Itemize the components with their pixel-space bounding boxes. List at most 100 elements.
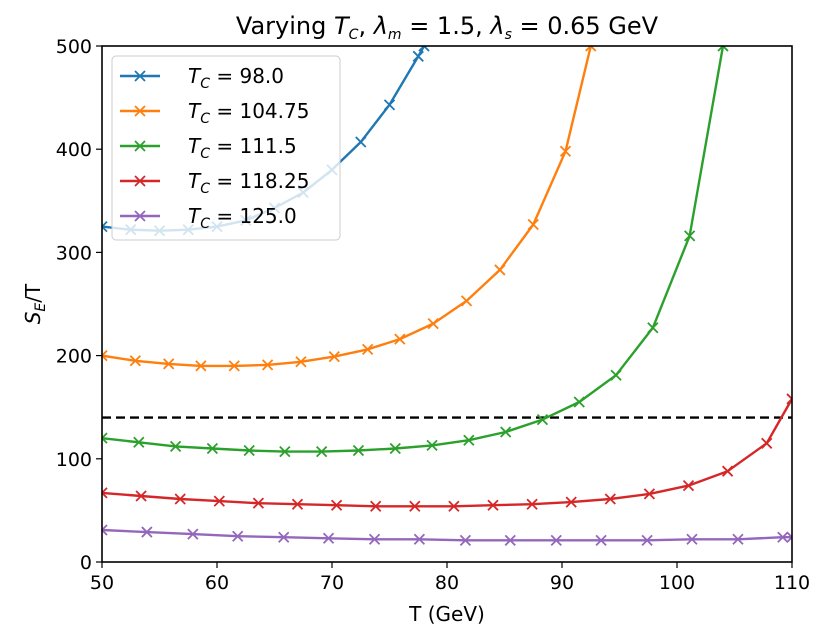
data-point [761, 437, 773, 449]
legend-label-symbol: T [188, 204, 202, 228]
title-tc-sub: C [349, 27, 359, 43]
legend-marker [134, 140, 146, 152]
data-point [368, 533, 381, 545]
data-point [504, 534, 516, 546]
data-point [195, 360, 207, 372]
y-tick-label: 0 [80, 552, 92, 574]
data-point [786, 531, 792, 543]
data-point [413, 533, 426, 545]
data-point [383, 99, 396, 111]
y-axis-label-rest: /T [21, 283, 45, 303]
data-point [206, 442, 219, 455]
data-point [684, 230, 696, 242]
legend-label-symbol: T [188, 169, 202, 193]
data-point [102, 432, 108, 444]
data-point [243, 444, 255, 457]
legend-item: TC = 125.0 [120, 204, 297, 232]
data-point [316, 445, 328, 458]
data-point [133, 436, 145, 448]
x-tick-label: 50 [90, 572, 114, 594]
y-tick-label: 400 [56, 139, 92, 161]
chart-title: Varying TC, λm = 1.5, λs = 0.65 GeV [236, 12, 659, 43]
x-tick-label: 100 [659, 572, 695, 594]
y-axis-label-sub: E [33, 303, 49, 312]
data-point [362, 343, 374, 356]
data-point [102, 487, 108, 499]
title-prefix: Varying [236, 12, 334, 40]
data-point [102, 349, 108, 362]
data-point [355, 136, 367, 148]
data-point [129, 355, 141, 367]
data-point [682, 479, 695, 492]
legend-label-symbol: T [188, 64, 202, 88]
series-2 [102, 46, 729, 458]
legend-item: TC = 118.25 [120, 169, 309, 197]
data-point [527, 218, 539, 231]
legend-label-value: 104.75 [239, 99, 309, 123]
legend-label-sub: C [200, 216, 210, 232]
legend-label-eq: = [210, 64, 239, 88]
data-point [328, 350, 340, 363]
legend-box [111, 55, 341, 241]
title-lambda-s-value: = 0.65 GeV [512, 12, 659, 40]
data-point [278, 531, 290, 543]
plot-frame [101, 45, 793, 563]
y-tick-label: 100 [56, 449, 92, 471]
y-tick-label: 300 [56, 242, 92, 264]
data-point [352, 444, 365, 457]
legend-label: TC = 104.75 [188, 99, 309, 127]
axis-tick-labels: 50 60 70 80 90 100 110 0 100 200 300 400 500 [56, 36, 810, 594]
legend-item: TC = 98.0 [120, 64, 284, 92]
data-point [686, 533, 698, 545]
data-point [228, 360, 240, 372]
legend-label-symbol: T [188, 99, 202, 123]
data-point [732, 533, 744, 545]
series-1 [102, 46, 597, 372]
legend-item: TC = 111.5 [120, 134, 297, 162]
legend-label-eq: = [210, 134, 239, 158]
data-point [261, 359, 274, 371]
legend-label-value: 118.25 [239, 169, 309, 193]
x-tick-label: 90 [550, 572, 574, 594]
data-point [595, 534, 607, 546]
legend-marker [134, 70, 146, 82]
data-point [213, 495, 225, 507]
y-axis-label-main: S [21, 311, 45, 324]
legend-marker [134, 175, 146, 187]
series-line [102, 46, 725, 453]
data-point [135, 490, 147, 502]
x-axis-label: T (GeV) [408, 602, 485, 626]
data-point [279, 445, 291, 458]
data-point [559, 145, 572, 157]
legend-label-eq: = [210, 99, 239, 123]
data-point [412, 50, 424, 62]
data-point [641, 534, 653, 546]
y-tick-label: 200 [56, 346, 92, 368]
y-axis-label: SE/T [21, 283, 49, 324]
legend-label-value: 98.0 [239, 64, 284, 88]
data-point [102, 220, 108, 233]
legend-label-sub: C [200, 76, 210, 92]
data-point [565, 496, 577, 508]
x-tick-label: 60 [205, 572, 229, 594]
data-point [463, 434, 475, 446]
title-lambda-m: λ [372, 12, 388, 40]
data-point [322, 532, 335, 544]
data-point [573, 396, 585, 408]
data-point [174, 493, 186, 505]
x-tick-label: 80 [435, 572, 459, 594]
data-point [459, 534, 472, 546]
data-point [777, 531, 789, 543]
axis-ticks [96, 45, 793, 568]
data-point [252, 497, 265, 509]
legend-marker [134, 105, 146, 117]
title-sep: , [358, 12, 373, 40]
data-point [295, 356, 307, 368]
data-point [370, 500, 382, 512]
legend-label-eq: = [210, 169, 239, 193]
legend-label: TC = 118.25 [188, 169, 309, 197]
data-point [389, 442, 401, 455]
legend-label-eq: = [210, 204, 239, 228]
data-point [643, 488, 656, 500]
legend-label-sub: C [200, 146, 210, 162]
